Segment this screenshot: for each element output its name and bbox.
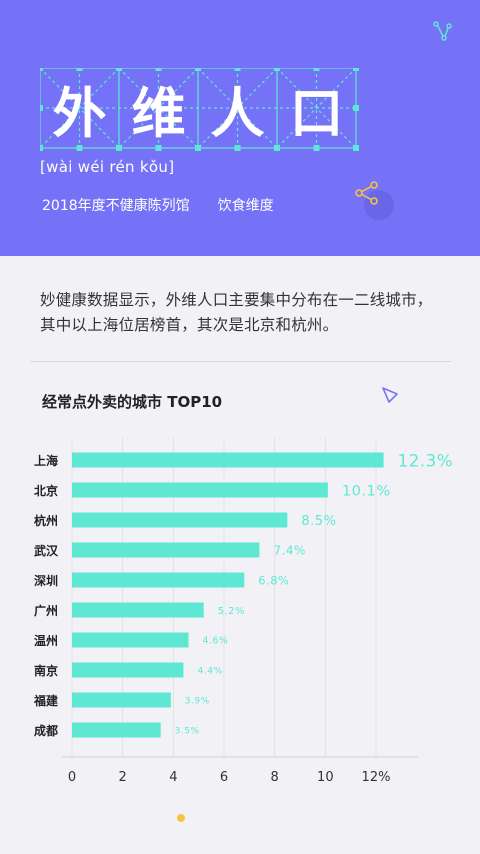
category-label: 温州	[34, 634, 58, 648]
subtitle: 2018年度不健康陈列馆 饮食维度	[42, 195, 274, 215]
x-tick-label: 6	[220, 770, 228, 785]
value-label: 6.8%	[258, 573, 289, 587]
bar	[72, 602, 204, 618]
pinyin-text: [wài wéi rén kǒu]	[40, 158, 175, 176]
category-label: 成都	[34, 723, 58, 738]
category-label: 广州	[34, 603, 58, 618]
category-label: 南京	[34, 663, 58, 678]
category-label: 武汉	[34, 543, 59, 558]
chart-title: 经常点外卖的城市 TOP10	[42, 393, 223, 411]
category-label: 上海	[34, 453, 58, 468]
value-label: 12.3%	[398, 451, 453, 470]
category-label: 福建	[33, 693, 59, 708]
bar-chart: 上海 12.3% 北京 10.1% 杭州 8.5% 武汉 7.4% 深圳 6.8% 广州 5.2% 温州…	[33, 437, 453, 785]
intro-paragraph: 妙健康数据显示，外维人口主要集中分布在一二线城市， 其中以上海位居榜首，其次是北…	[40, 288, 445, 338]
share-icon[interactable]	[354, 180, 380, 210]
value-label: 3.5%	[175, 726, 200, 736]
x-tick-label: 10	[317, 770, 334, 785]
category-label: 杭州	[34, 513, 58, 528]
header-banner: 外 维 人 口 [wài wéi rén kǒu] 2018年度不健康陈列馆 饮食…	[0, 0, 480, 256]
title-char: 口	[289, 81, 344, 145]
value-label: 5.2%	[218, 606, 245, 617]
x-tick-label: 4	[169, 770, 177, 785]
bar	[72, 482, 328, 498]
bar	[72, 722, 161, 738]
x-tick-label: 2	[119, 770, 127, 785]
bar	[72, 632, 189, 648]
bar	[72, 572, 245, 588]
value-label: 4.4%	[197, 665, 222, 676]
intro-line: 妙健康数据显示，外维人口主要集中分布在一二线城市，	[40, 291, 433, 309]
intro-line: 其中以上海位居榜首，其次是北京和杭州。	[40, 316, 339, 334]
bar	[72, 512, 288, 528]
subtitle-category: 饮食维度	[217, 198, 274, 214]
category-label: 北京	[34, 483, 58, 498]
title-char: 人	[210, 81, 265, 145]
subtitle-year: 2018年度不健康陈列馆	[42, 198, 190, 214]
bar	[72, 452, 384, 468]
decorative-dot	[364, 190, 394, 220]
x-tick-label: 8	[271, 770, 279, 785]
play-triangle-icon	[380, 385, 400, 409]
category-label: 深圳	[34, 573, 58, 588]
title-char: 维	[131, 81, 186, 145]
share-icon[interactable]	[432, 20, 454, 46]
x-tick-label: 0	[68, 770, 76, 785]
value-label: 8.5%	[301, 514, 336, 529]
bar	[72, 662, 184, 678]
title-char: 外	[52, 81, 107, 145]
bar	[72, 692, 171, 708]
value-label: 7.4%	[273, 544, 306, 558]
value-label: 3.9%	[185, 696, 210, 706]
x-tick-label: 12%	[362, 770, 391, 785]
bar	[72, 542, 260, 558]
divider	[30, 361, 451, 362]
value-label: 10.1%	[342, 483, 391, 500]
page-indicator-dot[interactable]	[177, 814, 185, 822]
value-label: 4.6%	[203, 636, 229, 647]
